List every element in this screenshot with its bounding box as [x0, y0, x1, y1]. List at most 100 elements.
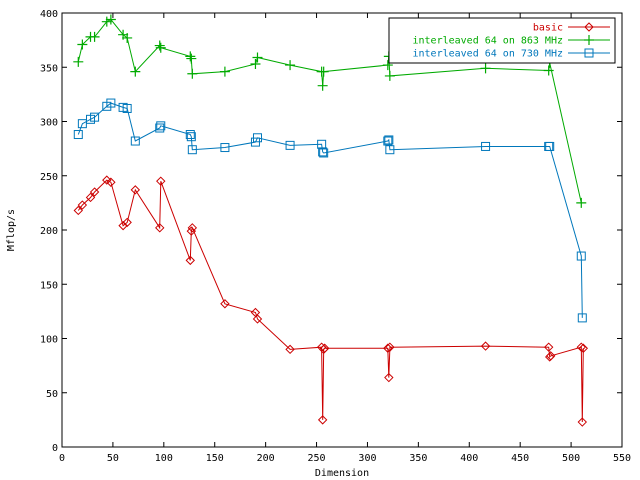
data-point	[285, 60, 296, 71]
y-axis-ticks: 0 50 100 150 200 250 300 350 400	[40, 9, 622, 454]
data-point	[122, 217, 132, 228]
x-tick-label: 50	[107, 453, 119, 464]
data-point	[252, 133, 262, 143]
data-point	[382, 60, 393, 71]
data-point	[576, 251, 586, 261]
series-line	[77, 18, 582, 204]
y-tick-label: 150	[40, 280, 58, 291]
data-point	[101, 16, 112, 27]
legend-marker	[584, 35, 594, 45]
data-point	[318, 66, 329, 77]
x-tick-label: 450	[511, 453, 529, 464]
data-point	[187, 68, 198, 79]
data-point	[185, 51, 196, 62]
data-point	[106, 177, 116, 187]
data-point	[385, 342, 395, 352]
data-point	[154, 40, 165, 51]
data-point	[250, 58, 261, 69]
series-1	[73, 175, 589, 427]
data-point	[155, 223, 165, 233]
legend-marker	[584, 48, 594, 58]
legend-label: interleaved 64 on 863 MHz	[412, 36, 563, 47]
x-tick-label: 100	[155, 453, 173, 464]
data-point	[90, 112, 100, 122]
y-axis-title: Mflop/s	[6, 209, 17, 251]
data-point	[186, 132, 196, 142]
data-point	[317, 415, 328, 425]
data-point	[319, 148, 329, 158]
data-point	[480, 341, 491, 351]
y-tick-label: 200	[40, 226, 58, 237]
data-point	[545, 141, 555, 151]
x-axis-ticks: 0 50 100 150 200 250 300 350 400 450 500 550	[59, 13, 631, 464]
data-point	[220, 143, 230, 153]
data-point	[578, 343, 589, 353]
y-tick-label: 300	[40, 118, 58, 129]
data-point	[155, 123, 165, 133]
y-tick-label: 400	[40, 9, 58, 20]
x-tick-label: 350	[409, 453, 427, 464]
x-tick-label: 200	[257, 453, 275, 464]
data-point	[130, 185, 141, 195]
data-point	[89, 187, 100, 197]
legend: basic interleaved 64 on 863 MHz interleave…	[388, 17, 616, 64]
series-line	[77, 102, 583, 318]
x-tick-label: 500	[562, 453, 580, 464]
data-point	[122, 32, 133, 43]
data-point	[576, 342, 586, 352]
data-point	[317, 80, 328, 91]
data-point	[187, 145, 197, 155]
y-tick-label: 350	[40, 63, 58, 74]
data-point	[543, 65, 554, 76]
x-tick-label: 300	[358, 453, 376, 464]
data-point	[318, 147, 328, 157]
data-point	[481, 141, 491, 151]
data-point	[383, 136, 393, 146]
x-axis-title: Dimension	[315, 468, 369, 479]
data-point	[156, 121, 166, 131]
data-point	[543, 342, 554, 352]
series-layer	[73, 14, 589, 427]
data-point	[576, 197, 587, 208]
data-point	[252, 314, 263, 324]
data-point	[252, 52, 263, 63]
data-point	[105, 14, 116, 25]
data-point	[156, 176, 166, 186]
data-point	[546, 351, 556, 361]
data-point	[285, 344, 295, 355]
data-point	[384, 372, 394, 383]
data-point	[102, 175, 112, 185]
y-tick-label: 250	[40, 172, 58, 183]
legend-marker	[584, 22, 594, 32]
data-point	[73, 56, 84, 67]
data-point	[73, 130, 83, 140]
data-point	[130, 136, 140, 146]
data-point	[130, 66, 141, 77]
data-point	[577, 313, 587, 323]
data-point	[385, 145, 395, 155]
series-3	[73, 98, 587, 323]
x-tick-label: 400	[460, 453, 478, 464]
data-point	[186, 53, 197, 64]
data-point	[89, 31, 100, 42]
x-tick-label: 150	[206, 453, 224, 464]
data-point	[187, 223, 198, 233]
data-point	[185, 130, 195, 140]
x-tick-label: 0	[59, 453, 65, 464]
y-tick-label: 100	[40, 335, 58, 346]
y-tick-label: 0	[52, 443, 58, 454]
x-tick-label: 250	[308, 453, 326, 464]
data-point	[384, 70, 395, 81]
data-point	[155, 42, 166, 53]
legend-label: interleaved 64 on 730 MHz	[412, 49, 563, 60]
data-point	[106, 98, 116, 108]
data-point	[220, 299, 230, 309]
data-point	[122, 103, 132, 113]
legend-label: basic	[533, 23, 563, 34]
data-point	[185, 255, 195, 266]
data-point	[77, 200, 88, 210]
data-point	[319, 343, 330, 353]
data-point	[285, 140, 295, 150]
